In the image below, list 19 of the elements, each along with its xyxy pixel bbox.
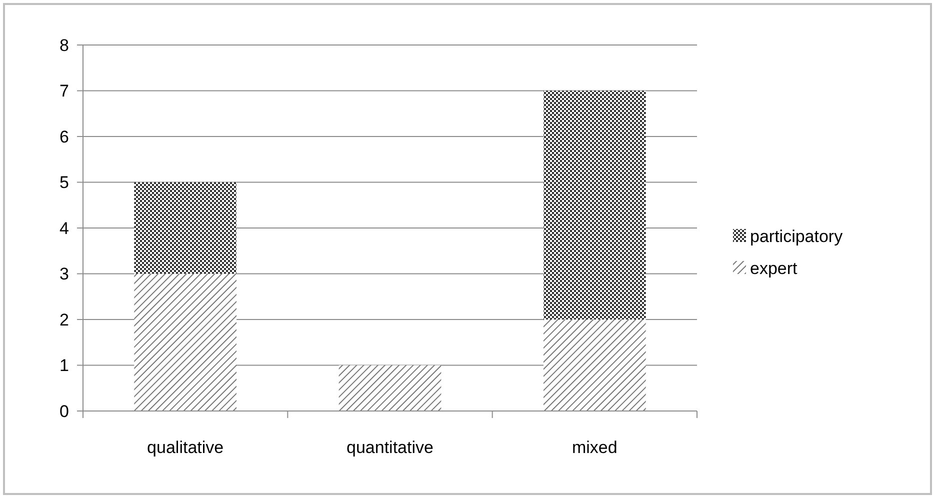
x-tick-label: qualitative	[147, 438, 224, 457]
y-tick-label: 0	[60, 402, 69, 421]
legend-label: expert	[750, 258, 798, 278]
x-tick-label: quantitative	[346, 438, 434, 457]
y-tick-label: 8	[60, 36, 69, 55]
y-tick-label: 4	[60, 218, 69, 238]
y-tick-label: 3	[60, 264, 69, 284]
bar	[338, 365, 442, 411]
y-tick-label: 1	[60, 356, 69, 376]
y-tick-label: 5	[60, 173, 69, 192]
y-tick-label: 7	[60, 82, 69, 101]
bar	[134, 182, 236, 274]
x-tick-label: mixed	[572, 438, 618, 457]
bar	[544, 90, 646, 320]
y-tick-label: 6	[60, 127, 69, 146]
bar	[134, 274, 236, 411]
bar	[544, 320, 646, 411]
y-tick-label: 2	[60, 310, 69, 330]
legend-label: participatory	[750, 226, 844, 246]
